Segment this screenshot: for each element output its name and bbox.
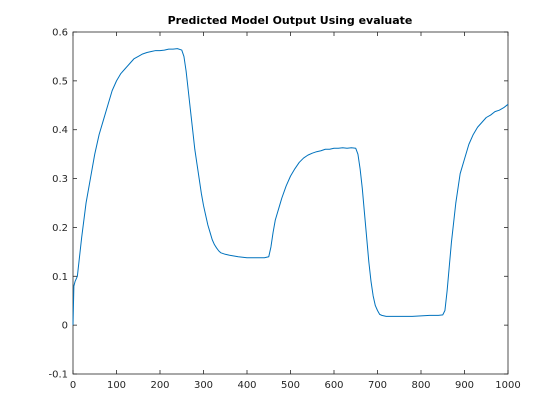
y-tick-label: 0	[62, 321, 68, 332]
x-tick-label: 900	[455, 380, 474, 391]
y-tick-label: 0.3	[52, 174, 68, 185]
y-tick-label: 0.4	[52, 125, 68, 136]
x-tick-label: 400	[237, 380, 256, 391]
x-tick-label: 0	[70, 380, 76, 391]
series-line	[72, 48, 509, 326]
chart-title: Predicted Model Output Using evaluate	[168, 14, 413, 27]
x-tick-label: 1000	[495, 380, 520, 391]
y-tick-label: 0.6	[52, 28, 68, 39]
x-tick-label: 600	[324, 380, 343, 391]
x-tick-label: 800	[411, 380, 430, 391]
plot-area	[72, 31, 509, 375]
y-tick-label: -0.1	[48, 370, 68, 381]
x-tick-label: 100	[107, 380, 126, 391]
y-tick-label: 0.2	[52, 223, 68, 234]
tick-layer: 0 100 200 300 400 500 600 700 800 900 1000-0.100.1…	[48, 28, 520, 392]
x-tick-label: 200	[150, 380, 169, 391]
x-tick-label: 700	[368, 380, 387, 391]
data-layer	[72, 48, 509, 326]
y-tick-label: 0.5	[52, 76, 68, 87]
y-tick-label: 0.1	[52, 272, 68, 283]
x-tick-label: 300	[194, 380, 213, 391]
x-tick-label: 500	[281, 380, 300, 391]
